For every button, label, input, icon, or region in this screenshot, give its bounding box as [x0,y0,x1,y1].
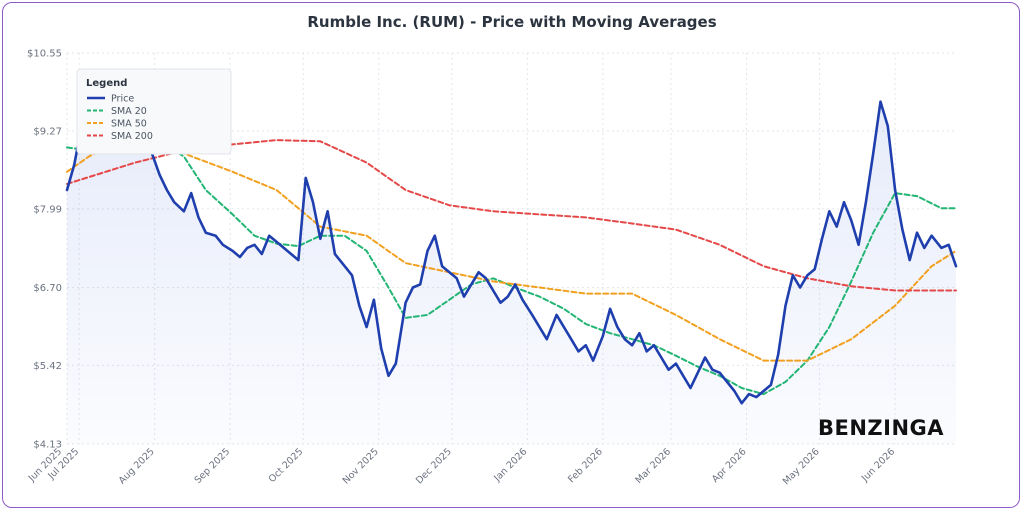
y-tick-label: $7.99 [33,204,62,215]
price-line [65,100,958,405]
x-tick-label: Mar 2026 [633,446,673,486]
x-tick-label: Sep 2025 [193,446,233,486]
x-tick-label: Feb 2026 [566,446,605,485]
legend-label-sma-20: SMA 20 [111,106,147,117]
y-tick-label: $9.27 [33,126,62,137]
x-tick-label: Aug 2025 [117,446,157,486]
y-tick-label: $10.55 [27,49,62,60]
legend-title: Legend [86,78,127,89]
sma-200-line [66,139,957,292]
legend-label-price: Price [111,94,134,105]
series-layer [65,100,958,444]
sma-20-line [66,131,957,396]
x-tick-label: May 2026 [781,446,822,487]
legend-box [76,68,232,155]
legend-label-sma-200: SMA 200 [111,131,153,142]
y-tick-label: $5.42 [33,361,62,372]
x-tick-label: Oct 2025 [267,446,306,485]
y-axis-ticks: $4.13 $5.42 $6.70 $7.99 $9.27 $10.55 [27,49,62,451]
x-tick-label: Jun 2026 [859,446,897,484]
x-tick-label: Nov 2025 [341,446,381,486]
chart-title: Rumble Inc. (RUM) - Price with Moving Av… [307,13,716,31]
x-tick-label: Jan 2026 [491,446,529,484]
x-tick-label: Apr 2026 [710,446,749,485]
y-tick-label: $6.70 [33,283,62,294]
benzinga-logo: BENZINGA [818,416,944,440]
price-chart: Rumble Inc. (RUM) - Price with Moving Av… [26,13,958,487]
x-tick-label: Dec 2025 [414,446,454,486]
price-area-fill [67,101,956,444]
y-tick-label: $4.13 [33,440,62,451]
legend-label-sma-50: SMA 50 [111,119,147,130]
